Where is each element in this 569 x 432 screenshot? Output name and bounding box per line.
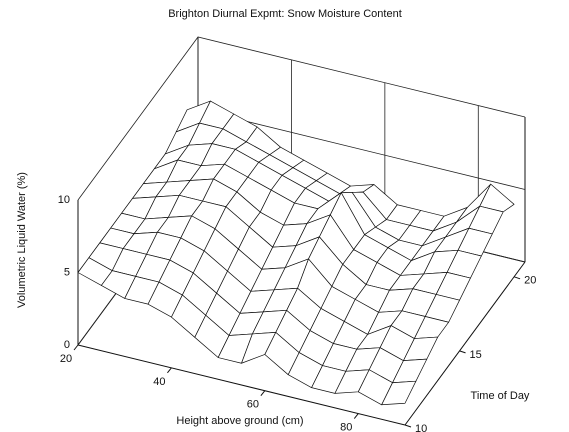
x-axis: [77, 344, 406, 426]
x-tick: [260, 390, 266, 397]
x-axis-label: Height above ground (cm): [176, 415, 303, 427]
x-tick: [73, 344, 79, 351]
x-tick: [167, 367, 172, 374]
surface-cell: [381, 380, 417, 406]
z-axis-label: Volumetric Liquid Water (%): [16, 172, 28, 308]
z-tick-label: 0: [64, 339, 70, 351]
y-axis: [404, 261, 526, 426]
chart-title: Brighton Diurnal Expmt: Snow Moisture Co…: [168, 8, 402, 20]
y-tick-label: 15: [470, 349, 482, 361]
z-tick-label: 5: [64, 266, 70, 278]
y-tick: [459, 350, 466, 354]
y-tick-label: 20: [524, 275, 536, 287]
x-tick: [353, 413, 359, 419]
y-tick: [513, 276, 521, 280]
x-tick-label: 20: [60, 353, 72, 365]
x-tick-label: 80: [340, 421, 352, 432]
y-tick: [404, 424, 412, 428]
x-tick-label: 40: [153, 376, 165, 388]
y-axis-label: Time of Day: [471, 390, 530, 402]
y-tick-label: 10: [415, 423, 427, 432]
z-tick-label: 10: [58, 194, 70, 206]
x-tick-label: 60: [247, 399, 259, 411]
